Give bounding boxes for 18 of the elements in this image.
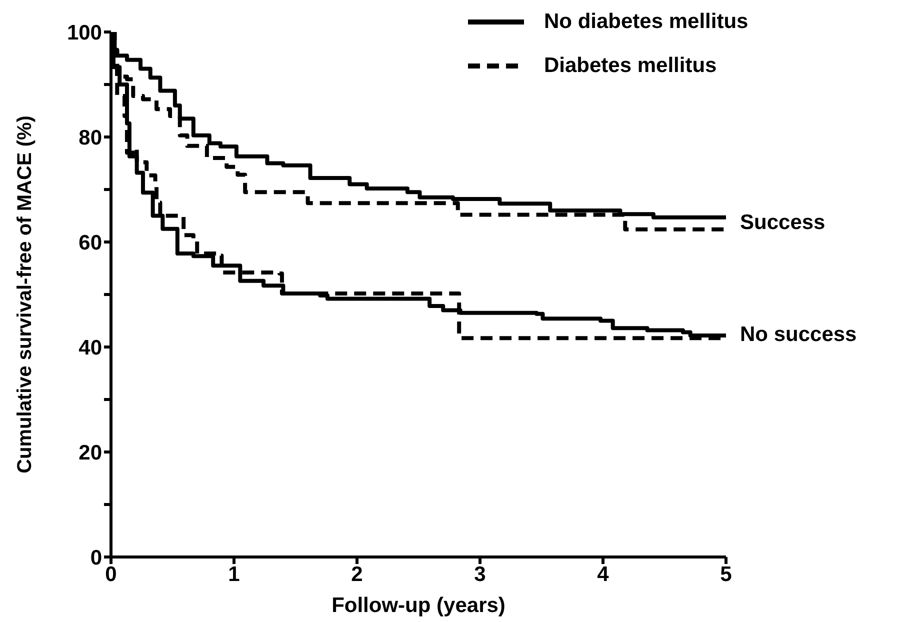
annotation: No success <box>740 322 857 346</box>
legend-label: No diabetes mellitus <box>544 10 748 34</box>
y-tick-label: 40 <box>78 336 102 360</box>
x-tick-label: 4 <box>597 562 610 586</box>
y-tick-label: 80 <box>78 126 102 150</box>
y-axis-title: Cumulative survival-free of MACE (%) <box>14 116 36 474</box>
x-tick-label: 5 <box>720 562 732 586</box>
y-tick-label: 100 <box>66 21 102 44</box>
x-tick-label: 2 <box>351 562 363 586</box>
x-tick-label: 1 <box>228 562 240 586</box>
y-tick-label: 20 <box>78 441 102 464</box>
legend-label: Diabetes mellitus <box>544 54 717 78</box>
y-tick-label: 60 <box>78 231 102 254</box>
annotation: Success <box>740 210 826 235</box>
y-tick-label: 0 <box>90 546 102 570</box>
x-axis-title: Follow-up (years) <box>332 594 506 617</box>
x-tick-label: 3 <box>474 562 486 586</box>
x-tick-label: 0 <box>105 562 117 586</box>
